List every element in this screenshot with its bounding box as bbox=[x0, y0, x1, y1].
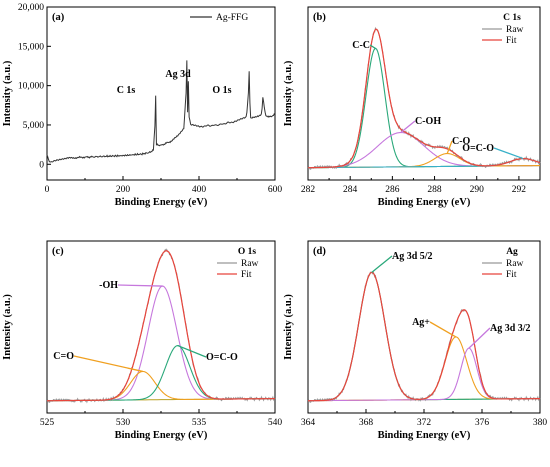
y-axis-label: Intensity (a.u.) bbox=[2, 60, 13, 126]
x-tick-label: 282 bbox=[301, 185, 316, 195]
annotation-arrow bbox=[371, 255, 393, 273]
legend-title: O 1s bbox=[238, 247, 257, 257]
panel-label: (a) bbox=[52, 12, 65, 23]
annotation-arrow bbox=[400, 120, 416, 134]
annotation-arrow bbox=[117, 284, 163, 287]
y-axis-label: Intensity (a.u.) bbox=[283, 60, 294, 126]
component-peak-Ag 3d 5/2 bbox=[307, 271, 541, 402]
y-tick-label: 10,000 bbox=[18, 82, 44, 92]
series-line-raw bbox=[307, 270, 541, 403]
annotation-arrow bbox=[177, 344, 207, 358]
annotation-arrow bbox=[429, 321, 457, 338]
x-tick-label: 380 bbox=[533, 418, 548, 428]
peak-annotation: Ag 3d 3/2 bbox=[490, 323, 531, 334]
y-tick-label: 0 bbox=[39, 160, 44, 170]
annotation-arrow bbox=[369, 44, 376, 49]
component-peak-Ag 3d 3/2 bbox=[307, 347, 541, 402]
series-line-Ag-FFG bbox=[46, 60, 276, 163]
annotation-arrow bbox=[468, 327, 491, 349]
x-axis-label: Binding Energy (eV) bbox=[378, 430, 471, 441]
x-tick-label: 284 bbox=[343, 185, 358, 195]
panel-label: (b) bbox=[313, 12, 326, 23]
x-tick-label: 364 bbox=[301, 418, 316, 428]
legend-label-fit: Fit bbox=[241, 270, 252, 280]
x-tick-label: 0 bbox=[45, 185, 50, 195]
peak-annotation: Ag+ bbox=[412, 317, 430, 328]
x-tick-label: 372 bbox=[417, 418, 432, 428]
x-tick-label: 290 bbox=[470, 185, 485, 195]
series-line-raw bbox=[307, 26, 541, 170]
legend-label-raw: Raw bbox=[506, 259, 524, 269]
peak-annotation: C-OH bbox=[415, 116, 441, 127]
x-tick-label: 286 bbox=[385, 185, 400, 195]
annotation-arrow bbox=[446, 140, 453, 154]
plot-frame-0 bbox=[46, 6, 276, 181]
component-peak--OH bbox=[46, 285, 276, 402]
x-tick-label: 525 bbox=[40, 418, 55, 428]
x-tick-label: 376 bbox=[475, 418, 490, 428]
panel-label: (c) bbox=[52, 246, 64, 257]
peak-annotation: -OH bbox=[99, 280, 118, 291]
x-tick-label: 368 bbox=[359, 418, 374, 428]
legend-label-fit: Fit bbox=[506, 270, 517, 280]
y-axis-label: Intensity (a.u.) bbox=[283, 294, 294, 360]
legend-label-raw: Raw bbox=[506, 25, 524, 35]
legend-label-raw: Raw bbox=[241, 259, 259, 269]
peak-annotation: O=C-O bbox=[462, 143, 494, 154]
peak-annotation: C=O bbox=[53, 351, 74, 362]
plot-frame-1 bbox=[307, 6, 541, 181]
y-axis-label: Intensity (a.u.) bbox=[2, 294, 13, 360]
x-tick-label: 400 bbox=[192, 185, 207, 195]
annotation-arrow bbox=[73, 355, 143, 373]
peak-annotation: O 1s bbox=[212, 85, 231, 96]
peak-annotation: O=C-O bbox=[206, 352, 238, 363]
y-tick-label: 15,000 bbox=[18, 42, 44, 52]
peak-annotation: C-C bbox=[352, 40, 370, 51]
x-axis-label: Binding Energy (eV) bbox=[115, 430, 208, 441]
x-axis-label: Binding Energy (eV) bbox=[115, 197, 208, 208]
x-tick-label: 535 bbox=[192, 418, 207, 428]
x-axis-label: Binding Energy (eV) bbox=[378, 197, 471, 208]
series-line-fit bbox=[46, 250, 276, 402]
x-tick-label: 292 bbox=[512, 185, 527, 195]
annotation-arrow bbox=[493, 147, 524, 160]
legend-label: Ag-FFG bbox=[216, 13, 248, 23]
x-tick-label: 288 bbox=[427, 185, 442, 195]
y-tick-label: 20,000 bbox=[18, 3, 44, 13]
component-peak-O=C-O bbox=[46, 345, 276, 402]
x-tick-label: 200 bbox=[116, 185, 131, 195]
peak-annotation: Ag 3d 5/2 bbox=[392, 251, 433, 262]
x-tick-label: 540 bbox=[268, 418, 283, 428]
x-tick-label: 600 bbox=[268, 185, 283, 195]
legend-title: Ag bbox=[506, 247, 518, 257]
peak-annotation: C-O bbox=[452, 136, 471, 147]
series-line-fit bbox=[307, 271, 541, 402]
y-tick-label: 5,000 bbox=[23, 121, 45, 131]
x-tick-label: 530 bbox=[116, 418, 131, 428]
legend-title: C 1s bbox=[503, 13, 521, 23]
series-line-fit bbox=[307, 28, 541, 169]
peak-annotation: Ag 3d bbox=[165, 69, 191, 80]
panel-label: (d) bbox=[313, 246, 326, 257]
component-peak-C=O bbox=[46, 370, 276, 402]
peak-annotation: C 1s bbox=[117, 85, 136, 96]
component-peak-C-C bbox=[307, 47, 541, 169]
legend-label-fit: Fit bbox=[506, 36, 517, 46]
